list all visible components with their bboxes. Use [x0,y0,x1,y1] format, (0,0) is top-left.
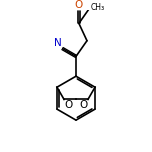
Text: CH₃: CH₃ [91,3,105,12]
Text: N: N [54,38,62,48]
Text: O: O [79,100,87,110]
Text: O: O [75,0,83,10]
Text: O: O [65,100,73,110]
